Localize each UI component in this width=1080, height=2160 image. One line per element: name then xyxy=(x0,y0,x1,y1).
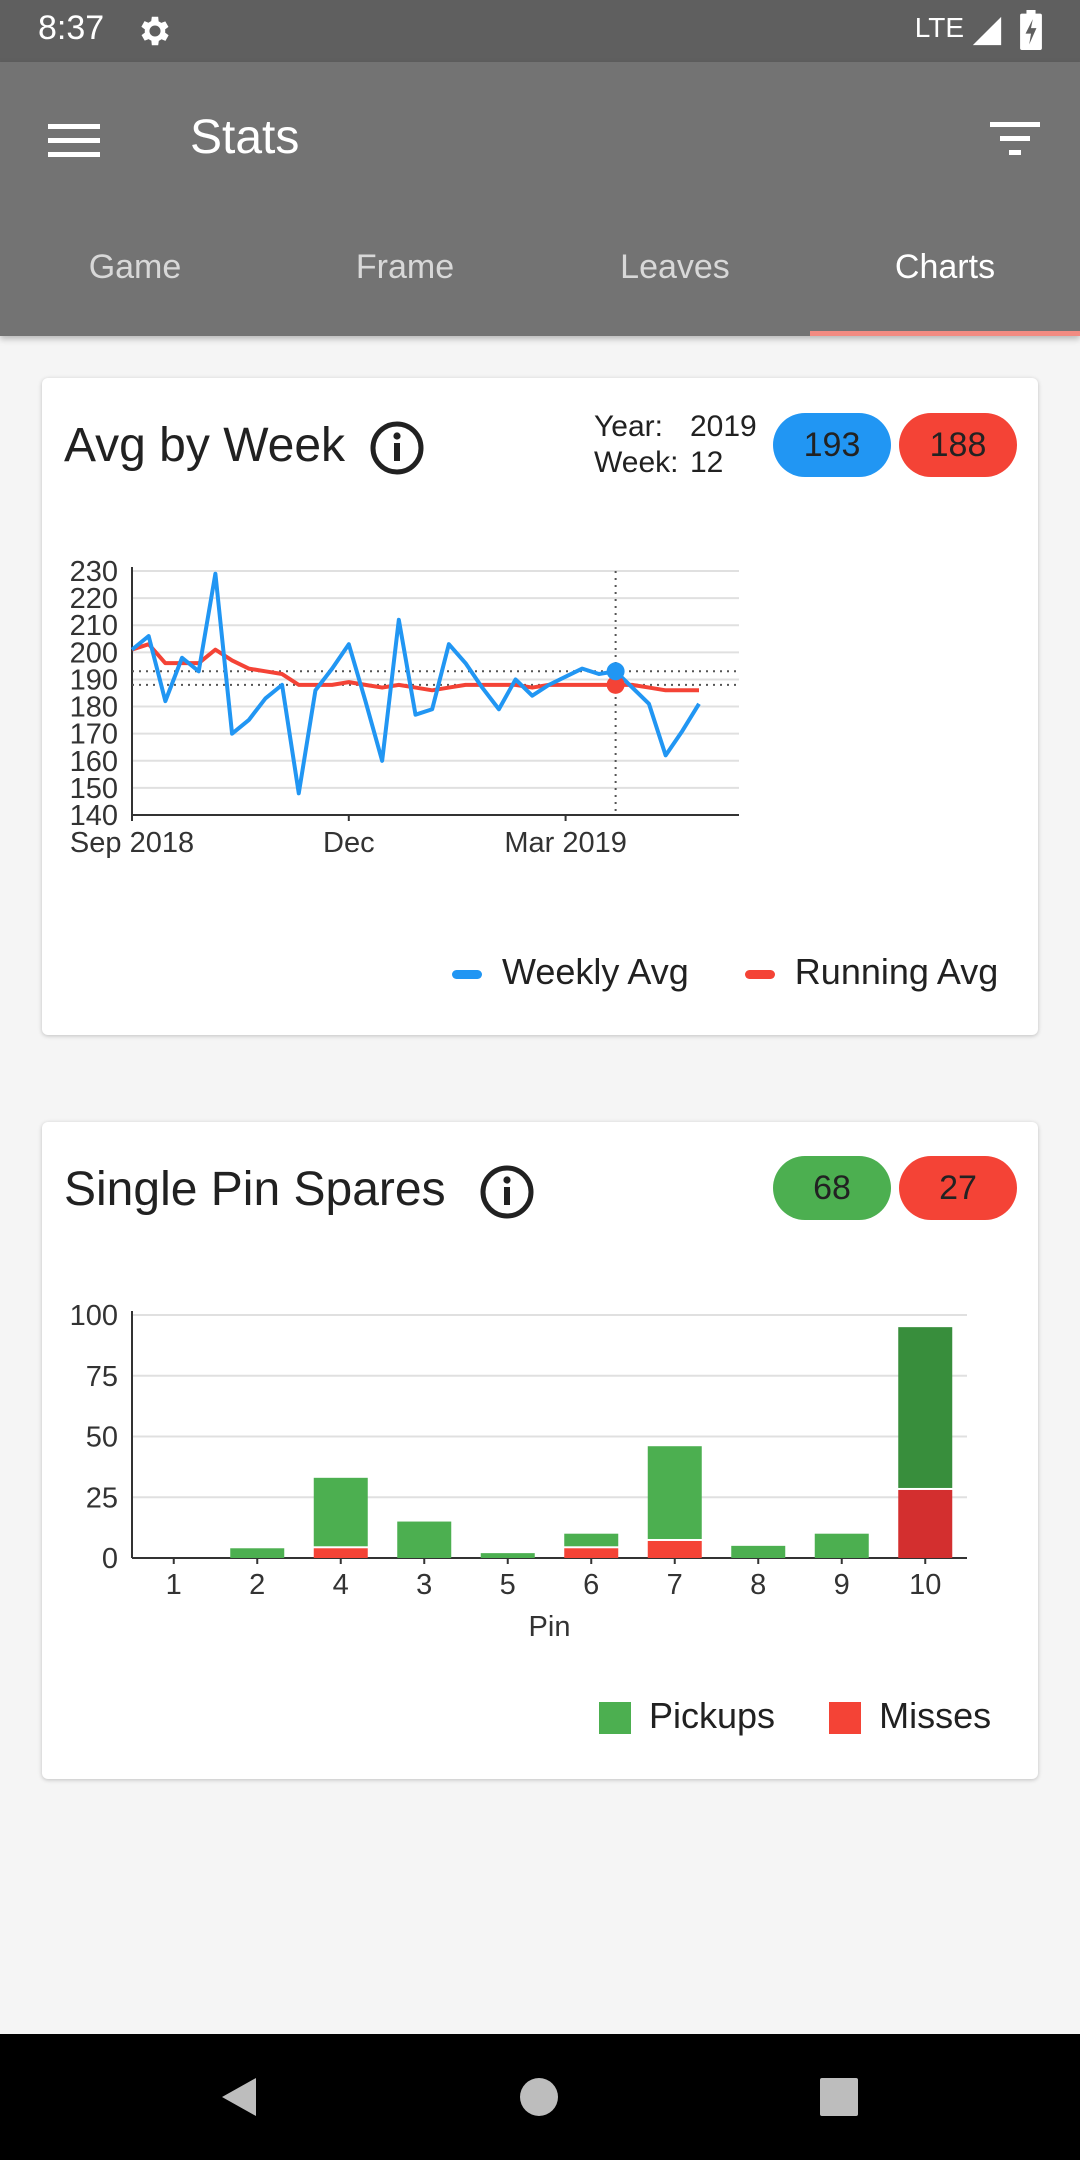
tab-label: Charts xyxy=(894,248,996,286)
legend-swatch-weekly xyxy=(452,969,482,979)
week-label: Week: xyxy=(594,446,679,479)
y-tick-label: 140 xyxy=(70,800,118,832)
menu-icon[interactable] xyxy=(48,120,100,160)
tab-label: Frame xyxy=(355,248,455,286)
y-tick-label: 50 xyxy=(86,1422,118,1454)
settings-gear-icon xyxy=(141,16,169,46)
y-tick-label: 180 xyxy=(70,692,118,724)
info-icon[interactable] xyxy=(370,421,424,475)
x-tick-label: 9 xyxy=(834,1569,850,1601)
bar-misses xyxy=(313,1548,368,1558)
pickups-badge: 68 xyxy=(773,1156,891,1220)
y-tick-label: 170 xyxy=(70,719,118,751)
year-value: 2019 xyxy=(690,410,757,443)
home-icon[interactable] xyxy=(514,2072,564,2122)
signal-icon xyxy=(972,16,1002,46)
page-title: Stats xyxy=(190,111,300,164)
y-tick-label: 230 xyxy=(70,556,118,588)
bar-legend: Pickups Misses xyxy=(599,1695,991,1737)
weekly-avg-badge: 193 xyxy=(773,413,891,477)
y-tick-label: 100 xyxy=(70,1300,118,1332)
tab-label: Game xyxy=(88,248,182,286)
series-line-weekly-avg xyxy=(130,571,701,796)
selected-week: Week: 12 xyxy=(594,446,723,480)
legend-swatch-running xyxy=(744,969,775,979)
recents-icon[interactable] xyxy=(814,2072,864,2122)
bar-pickups xyxy=(647,1446,702,1539)
x-tick-label: 8 xyxy=(750,1569,766,1601)
bar-pickups xyxy=(230,1548,285,1558)
legend-pickups: Pickups xyxy=(649,1695,776,1736)
app-bar: Stats Game Frame Leaves Charts xyxy=(0,62,1080,336)
series-line-running-avg xyxy=(131,642,699,693)
tab-game[interactable]: Game xyxy=(0,227,270,336)
battery-charging-icon xyxy=(1020,10,1042,50)
x-tick-label: 4 xyxy=(333,1569,349,1601)
y-tick-label: 220 xyxy=(70,583,118,615)
bar-pickups xyxy=(397,1521,452,1558)
back-icon[interactable] xyxy=(214,2072,264,2122)
y-tick-label: 0 xyxy=(102,1543,118,1575)
filter-icon[interactable] xyxy=(990,118,1040,158)
single-pin-spares-card: Single Pin Spares 68 27 0 25 50 75 100 1 2 4 3 5 6… xyxy=(42,1122,1038,1779)
y-tick-label: 25 xyxy=(86,1482,118,1514)
legend-swatch-misses xyxy=(829,1702,862,1735)
x-tick-label: 10 xyxy=(909,1569,941,1601)
x-axis-label: Pin xyxy=(529,1611,571,1643)
tab-leaves[interactable]: Leaves xyxy=(540,227,810,336)
bar-pickups xyxy=(564,1533,619,1547)
active-tab-indicator xyxy=(810,331,1080,336)
x-tick-label: 1 xyxy=(166,1569,182,1601)
bar-pickups xyxy=(731,1545,786,1558)
y-tick-label: 190 xyxy=(70,664,118,696)
tab-frame[interactable]: Frame xyxy=(270,227,540,336)
line-legend: Weekly Avg Running Avg xyxy=(452,951,998,993)
x-tick-label: 2 xyxy=(249,1569,265,1601)
bar-pickups xyxy=(898,1327,953,1488)
y-tick-label: 75 xyxy=(86,1361,118,1393)
legend-misses: Misses xyxy=(879,1695,992,1736)
network-type: LTE xyxy=(914,12,964,43)
bar-pickups xyxy=(313,1477,368,1547)
y-tick-label: 150 xyxy=(70,773,118,805)
selected-point-running xyxy=(606,675,625,694)
legend-weekly-avg: Weekly Avg xyxy=(502,951,689,992)
avg-by-week-title: Avg by Week xyxy=(64,419,346,472)
x-tick-label: Mar 2019 xyxy=(504,827,627,859)
single-pin-spares-title: Single Pin Spares xyxy=(64,1163,446,1216)
tab-charts[interactable]: Charts xyxy=(810,227,1080,336)
x-tick-label: 7 xyxy=(667,1569,683,1601)
legend-running-avg: Running Avg xyxy=(794,951,999,992)
status-time: 8:37 xyxy=(38,9,105,47)
tab-bar: Game Frame Leaves Charts xyxy=(0,227,1080,336)
tab-label: Leaves xyxy=(620,248,730,286)
selected-point-weekly xyxy=(606,662,625,681)
x-tick-label: Dec xyxy=(323,827,375,859)
system-nav-bar xyxy=(0,2034,1080,2160)
bar-misses xyxy=(647,1540,702,1558)
status-bar: 8:37 LTE xyxy=(0,0,1080,62)
avg-by-week-card: Avg by Week Year: 2019 Week: 12 193 188 14… xyxy=(42,378,1038,1035)
info-icon[interactable] xyxy=(480,1165,534,1219)
single-pin-spares-chart[interactable]: 0 25 50 75 100 1 2 4 3 5 6 7 8 9 10 Pin xyxy=(42,1262,1038,1692)
x-tick-label: Sep 2018 xyxy=(70,827,194,859)
x-tick-label: 6 xyxy=(583,1569,599,1601)
x-tick-label: 3 xyxy=(416,1569,432,1601)
misses-badge: 27 xyxy=(899,1156,1017,1220)
bar-misses xyxy=(564,1548,619,1558)
week-value: 12 xyxy=(690,446,724,479)
x-tick-label: 5 xyxy=(500,1569,516,1601)
running-avg-badge: 188 xyxy=(899,413,1017,477)
selected-year: Year: 2019 xyxy=(594,410,757,444)
bar-misses xyxy=(898,1489,953,1558)
y-tick-label: 200 xyxy=(70,637,118,669)
year-label: Year: xyxy=(594,410,663,443)
legend-swatch-pickups xyxy=(599,1702,631,1735)
y-tick-label: 160 xyxy=(70,746,118,778)
y-tick-label: 210 xyxy=(70,610,118,642)
bar-pickups xyxy=(480,1553,535,1558)
bar-pickups xyxy=(814,1533,869,1558)
